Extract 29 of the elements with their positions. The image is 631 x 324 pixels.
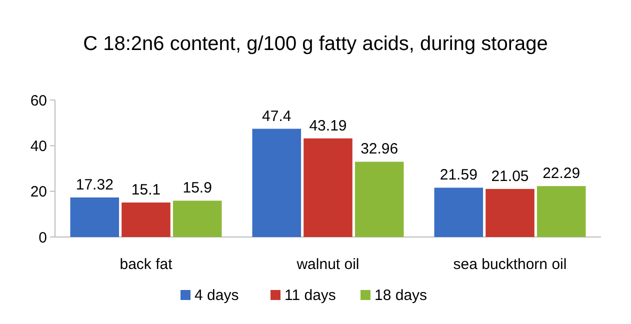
bar <box>304 138 352 237</box>
bar <box>536 186 586 237</box>
legend-label: 18 days <box>374 287 428 304</box>
bar <box>70 197 120 237</box>
x-tick-label: sea buckthorn oil <box>453 256 567 273</box>
data-label: 21.59 <box>440 166 478 184</box>
legend-label: 11 days <box>284 287 336 304</box>
bar <box>434 188 484 237</box>
x-tick-label: back fat <box>120 256 174 273</box>
y-tick-label: 60 <box>30 92 47 110</box>
data-label: 47.4 <box>262 108 292 125</box>
x-tick-label: walnut oil <box>296 256 360 273</box>
data-label: 15.1 <box>131 182 161 199</box>
bar <box>172 200 222 237</box>
legend-label: 4 days <box>194 287 239 304</box>
y-tick-label: 0 <box>38 229 47 246</box>
bar <box>122 202 170 237</box>
data-label: 17.32 <box>76 176 114 194</box>
bar <box>252 128 302 237</box>
data-label: 22.29 <box>542 165 580 182</box>
chart-title: C 18:2n6 content, g/100 g fatty acids, during storage <box>83 33 548 55</box>
y-tick-label: 20 <box>30 184 47 201</box>
bar <box>486 188 534 237</box>
data-label: 32.96 <box>360 140 398 158</box>
y-tick-label: 40 <box>30 138 47 155</box>
data-label: 43.19 <box>309 117 347 134</box>
data-label: 15.9 <box>182 180 212 197</box>
bar <box>354 162 404 237</box>
data-label: 21.05 <box>491 168 529 185</box>
